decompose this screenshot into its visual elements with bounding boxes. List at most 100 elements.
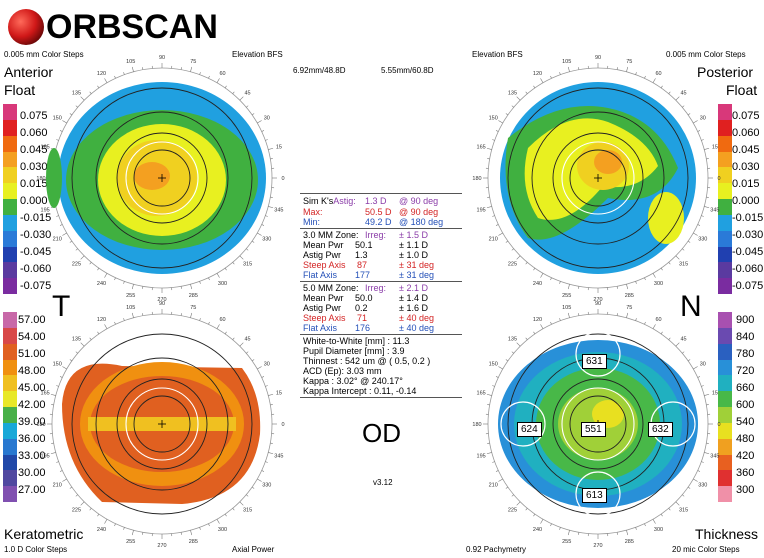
misc-row: Kappa Intercept : 0.11, -0.14	[303, 386, 417, 396]
anterior-compass-tick	[56, 139, 59, 141]
keratometric-compass-label: 300	[218, 527, 227, 533]
anterior-steps: 0.005 mm Color Steps	[4, 50, 84, 59]
keratometric-scale-tick: 39.00	[18, 416, 46, 428]
keratometric-compass-tick	[123, 527, 125, 530]
keratometric-compass-tick	[190, 312, 193, 318]
scale-swatch	[3, 262, 17, 279]
anterior-compass-label: 270	[157, 297, 166, 303]
anterior-compass-tick	[208, 75, 210, 79]
thickness-compass-tick	[486, 393, 492, 396]
anterior-mm-ring	[95, 111, 229, 245]
keratometric-compass-tick	[59, 376, 63, 378]
zone3-astig-row: Astig Pwr 1.3 ± 1.0 D	[303, 250, 428, 260]
posterior-steps: 0.005 mm Color Steps	[666, 50, 746, 59]
thickness-compass-tick	[704, 452, 710, 455]
anterior-mm-ring	[133, 149, 191, 207]
anterior-map-region	[46, 148, 62, 208]
scale-swatch	[718, 375, 732, 392]
keratometric-compass-label: 240	[97, 527, 106, 533]
anterior-compass-label: 255	[126, 293, 135, 299]
anterior-compass-label: 225	[72, 262, 81, 268]
anterior-compass-label: 0	[281, 176, 284, 182]
keratometric-compass-tick	[199, 527, 201, 530]
keratometric-compass-label: 315	[243, 508, 252, 514]
keratometric-compass-tick	[69, 359, 73, 362]
keratometric-compass-tick	[257, 478, 262, 482]
anterior-compass-label: 60	[219, 71, 225, 77]
anterior-compass-tick	[75, 105, 78, 108]
thickness-compass-label: 210	[489, 483, 498, 489]
version-label: v3.12	[373, 478, 393, 487]
anterior-compass-tick	[208, 277, 210, 281]
posterior-compass-label: 180	[472, 176, 481, 182]
thickness-compass-tick	[540, 519, 544, 524]
keratometric-compass-tick	[75, 494, 78, 497]
keratometric-scale-tick: 42.00	[18, 399, 46, 411]
thickness-map-region	[592, 400, 624, 428]
keratometric-compass-tick	[104, 519, 108, 524]
anterior-compass-label: 105	[126, 59, 135, 65]
thickness-compass-tick	[652, 519, 656, 524]
thickness-compass-label: 105	[562, 305, 571, 311]
posterior-compass-tick	[644, 75, 646, 79]
keratometric-compass-tick	[265, 461, 268, 463]
thickness-compass-tick	[505, 486, 509, 489]
scale-swatch	[3, 327, 17, 345]
anterior-compass-tick	[104, 78, 108, 83]
anterior-pupil-ring	[125, 141, 199, 215]
thickness-compass-label: 0	[717, 422, 720, 428]
anterior-compass-tick	[224, 85, 227, 89]
anterior-compass-label: 30	[264, 116, 270, 122]
keratometric-compass-tick	[239, 342, 244, 347]
scale-swatch	[3, 119, 17, 137]
thickness-compass-tick	[644, 321, 646, 325]
thickness-scale-tick: 360	[736, 467, 755, 479]
posterior-map-region	[594, 150, 622, 174]
anterior-compass-tick	[257, 120, 262, 124]
posterior-map-region	[648, 192, 684, 244]
thickness-compass-tick	[498, 478, 503, 482]
anterior-compass-tick	[246, 248, 249, 251]
zone5-title-row: 5.0 MM Zone: Irreg: ± 2.1 D	[303, 283, 428, 293]
keratometric-compass-label: 225	[72, 508, 81, 514]
posterior-compass-tick	[668, 262, 671, 265]
temporal-marker: T	[52, 290, 71, 323]
anterior-scale-tick: -0.075	[20, 280, 52, 292]
keratometric-compass-label: 195	[41, 453, 50, 459]
scale-swatch	[3, 183, 17, 200]
posterior-compass-tick	[533, 267, 536, 271]
thickness-compass-label: 120	[533, 317, 542, 323]
scale-swatch	[718, 407, 732, 424]
posterior-compass-label: 195	[477, 207, 486, 213]
thickness-zone-circle	[575, 331, 621, 377]
posterior-compass-tick	[652, 273, 656, 278]
thickness-label: Thickness	[695, 526, 759, 542]
keratometric-compass-tick	[50, 393, 56, 396]
thickness-compass-label: 90	[595, 301, 601, 307]
misc-row: White-to-White [mm] : 11.3	[303, 336, 410, 346]
scale-swatch	[718, 278, 732, 295]
thickness-compass-tick	[687, 486, 691, 489]
keratometric-compass-tick	[190, 530, 193, 536]
keratometric-compass-tick	[131, 312, 134, 318]
anterior-scale-tick: 0.060	[20, 127, 48, 139]
keratometric-scale-tick: 27.00	[18, 484, 46, 496]
keratometric-compass-label: 165	[41, 391, 50, 397]
anterior-compass-label: 330	[262, 237, 271, 243]
keratometric-compass-tick	[69, 486, 73, 489]
thickness-compass-label: 270	[593, 543, 602, 549]
anterior-compass-tick	[97, 267, 100, 271]
thickness-mm-ring	[552, 378, 644, 470]
scale-swatch	[3, 343, 17, 360]
anterior-compass-label: 210	[53, 237, 62, 243]
anterior-compass-label: 315	[243, 262, 252, 268]
thickness-compass-tick	[687, 359, 691, 362]
posterior-compass-label: 90	[595, 55, 601, 61]
anterior-color-scale	[3, 104, 17, 295]
misc-row: Pupil Diameter [mm] : 3.9	[303, 346, 405, 356]
posterior-compass-label: 330	[698, 237, 707, 243]
thickness-compass-tick	[492, 385, 495, 387]
thickness-compass-tick	[693, 366, 698, 370]
keratometric-compass-tick	[224, 513, 227, 517]
